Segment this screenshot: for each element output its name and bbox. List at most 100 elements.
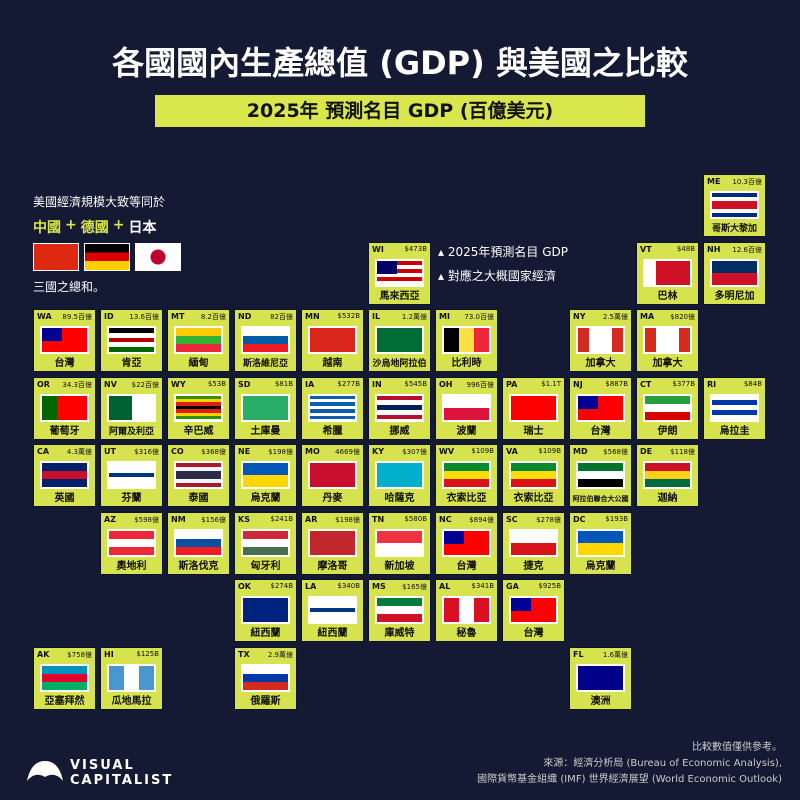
flag-field	[310, 530, 355, 555]
flag	[241, 663, 290, 692]
flag-stripe	[176, 416, 221, 420]
country-name: 摩洛哥	[317, 560, 348, 572]
state-code: NH	[707, 244, 721, 254]
state-tile: NE $198億 烏克蘭	[234, 444, 297, 507]
flag-stripe	[109, 342, 154, 348]
flag-field	[377, 260, 422, 285]
state-tile: NV $22百億 阿爾及利亞	[100, 376, 163, 440]
flag	[509, 596, 558, 624]
state-tile: WV $109B 衣索比亞	[435, 444, 498, 507]
flag	[107, 393, 156, 422]
flag-stripe	[645, 471, 690, 479]
country-name: 亞塞拜然	[44, 695, 85, 707]
legend-outro: 三國之總和。	[33, 280, 106, 294]
flag-stripe	[444, 328, 459, 352]
flag	[509, 528, 558, 557]
country-name: 瑞士	[523, 425, 544, 437]
flag-field	[176, 395, 221, 420]
state-tile: GA $925B 台灣	[502, 579, 565, 642]
flag-stripe	[176, 336, 221, 344]
gdp-value: $198億	[268, 448, 293, 456]
flag-stripe	[712, 409, 757, 415]
state-tile: CO $368億 泰國	[167, 444, 230, 507]
flag-stripe	[109, 467, 154, 473]
flag	[643, 258, 692, 287]
country-name: 土庫曼	[250, 425, 281, 437]
flag-stripe	[243, 665, 288, 674]
flag-stripe	[645, 395, 690, 404]
gdp-value: $307億	[402, 448, 427, 456]
flag-stripe	[474, 328, 489, 352]
flag-stripe	[243, 681, 288, 690]
state-tile: VA $109B 衣索比亞	[502, 444, 565, 507]
flag-stripe	[176, 412, 221, 417]
flag	[107, 461, 156, 489]
gdp-value: $545B	[404, 379, 427, 388]
flag-stripe	[578, 479, 623, 487]
flag-stripe	[474, 598, 489, 622]
flag	[308, 596, 357, 624]
flag-stripe	[310, 598, 355, 603]
state-tile: TN $580B 新加坡	[368, 511, 431, 575]
state-tile: FL 1.6萬億 澳洲	[569, 646, 632, 710]
state-code: IN	[372, 379, 382, 389]
country-name: 加拿大	[652, 358, 683, 369]
key-country: ▴ 對應之大概國家經濟	[438, 269, 556, 283]
state-tile: AZ $598億 奧地利	[100, 511, 163, 575]
flag-stripe	[243, 395, 288, 420]
state-tile: MT 8.2百億 緬甸	[167, 309, 230, 372]
country-name: 秘魯	[456, 628, 477, 639]
flag-stripe	[109, 328, 154, 333]
country-name: 庫威特	[384, 628, 415, 639]
country-name: 烏克蘭	[585, 560, 616, 572]
country-name: 越南	[322, 358, 343, 369]
logo-line: CAPITALIST	[70, 773, 174, 788]
state-code: SD	[238, 379, 251, 389]
gdp-value: $341B	[471, 582, 494, 590]
legend-country: 日本	[128, 220, 157, 236]
gdp-value: $532B	[337, 312, 360, 320]
flag	[174, 528, 223, 557]
flag-stripe	[656, 328, 668, 352]
state-code: WI	[372, 244, 384, 254]
country-name: 阿拉伯聯合大公國	[572, 495, 629, 503]
state-tile: OH 996百億 波蘭	[435, 376, 498, 440]
flag-stripe	[243, 336, 288, 344]
flag-field	[511, 395, 556, 420]
state-code: DC	[573, 514, 586, 524]
state-tile: WI $473B 馬來西亞	[368, 241, 431, 305]
gdp-value: 12.6百億	[732, 245, 762, 254]
flag-stripe	[678, 260, 690, 285]
state-tile: SD $81B 土庫曼	[234, 376, 297, 440]
flag-stripe	[377, 598, 422, 606]
country-name: 緬甸	[188, 358, 209, 369]
state-tile: SC $278億 捷克	[502, 511, 565, 575]
flag-stripe	[712, 205, 757, 209]
flag-canton	[511, 598, 532, 612]
flag-field	[243, 395, 288, 420]
state-tile: OR 34.3百億 葡萄牙	[33, 376, 96, 440]
gdp-value: $53B	[207, 379, 226, 388]
flag-field	[578, 395, 623, 420]
country-name: 台灣	[590, 425, 611, 437]
gdp-value: $894億	[469, 515, 494, 524]
flag	[308, 393, 357, 422]
state-tile: DC $193B 烏克蘭	[569, 511, 632, 575]
flag-stripe	[377, 542, 422, 555]
flag-field	[109, 665, 154, 690]
flag-stripe	[176, 530, 221, 539]
flag-field	[243, 598, 288, 622]
gdp-value: $22百億	[131, 380, 159, 389]
flag	[174, 326, 223, 354]
country-name: 英國	[54, 493, 75, 504]
gdp-value: $473B	[404, 244, 427, 253]
state-code: PA	[506, 379, 518, 389]
flag-stripe	[42, 681, 87, 690]
state-tile: IN $545B 挪威	[368, 376, 431, 440]
flag-field	[310, 598, 355, 622]
flag-stripe	[645, 411, 690, 420]
flag	[241, 596, 290, 624]
country-name: 斯洛維尼亞	[242, 359, 288, 369]
flag-stripe	[578, 471, 623, 479]
state-code: HI	[104, 649, 114, 659]
